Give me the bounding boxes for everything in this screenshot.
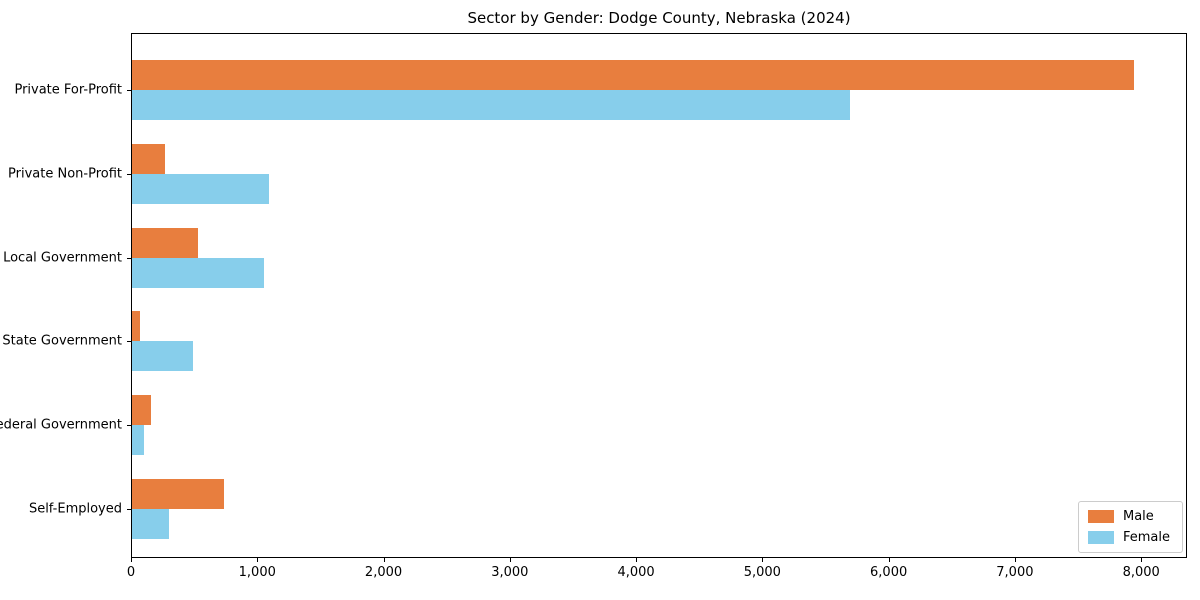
bar-female — [132, 257, 264, 288]
x-tick-label: 6,000 — [870, 565, 908, 580]
bar-pair — [132, 227, 1186, 288]
x-tick-label: 2,000 — [364, 565, 403, 580]
y-tick-label: Private For-Profit — [14, 82, 122, 98]
legend-swatch-male — [1087, 510, 1114, 523]
legend-entry-female: Female — [1087, 530, 1170, 545]
bar-female — [132, 89, 850, 120]
x-tick-label: 1,000 — [238, 565, 276, 580]
x-tick-mark — [257, 558, 259, 562]
x-tick-mark — [131, 558, 132, 562]
y-tick-mark — [127, 341, 131, 343]
bar-female — [132, 173, 269, 204]
bar-pair — [132, 479, 1186, 540]
bar-pair — [132, 311, 1186, 372]
category-row: Federal Government — [0, 383, 1186, 467]
x-tick-label: 0 — [126, 565, 136, 580]
bar-female — [132, 341, 194, 372]
x-tick-mark — [888, 558, 890, 562]
legend: Male Female — [1077, 501, 1183, 553]
x-tick-mark — [383, 558, 385, 562]
y-tick-mark — [127, 89, 131, 91]
y-tick-mark — [127, 257, 131, 259]
y-tick-label: Local Government — [3, 250, 122, 266]
bar-male — [132, 59, 1135, 90]
legend-swatch-female — [1087, 531, 1114, 544]
y-tick-mark — [127, 173, 131, 175]
bar-rows: Private For-Profit Private Non-Profit Loca… — [0, 48, 1186, 551]
y-tick-label: State Government — [2, 333, 122, 349]
y-tick-mark — [127, 425, 131, 427]
bar-male — [132, 311, 141, 342]
x-tick-label: 4,000 — [617, 565, 655, 580]
bar-pair — [132, 59, 1186, 120]
category-row: State Government — [2, 299, 1186, 383]
x-tick-mark — [509, 558, 511, 562]
bar-female — [132, 425, 144, 456]
x-tick-mark — [1014, 558, 1016, 562]
category-row: Private Non-Profit — [8, 132, 1186, 216]
bar-male — [132, 143, 165, 174]
category-row: Self-Employed — [29, 467, 1186, 551]
category-row: Local Government — [3, 216, 1186, 300]
y-tick-mark — [127, 509, 131, 511]
bar-pair — [132, 395, 1186, 456]
x-tick-label: 3,000 — [491, 565, 529, 580]
y-tick-label: Federal Government — [0, 417, 122, 433]
x-tick-label: 8,000 — [1122, 565, 1160, 580]
x-tick-mark — [1141, 558, 1143, 562]
bar-female — [132, 509, 170, 540]
y-tick-label: Private Non-Profit — [8, 166, 122, 182]
bar-male — [132, 479, 225, 510]
y-tick-label: Self-Employed — [28, 501, 122, 517]
category-row: Private For-Profit — [14, 48, 1186, 132]
x-tick-label: 5,000 — [743, 565, 781, 580]
bar-male — [132, 227, 198, 258]
legend-label-male: Male — [1122, 509, 1154, 524]
legend-label-female: Female — [1122, 530, 1170, 545]
bar-pair — [132, 143, 1186, 204]
x-tick-mark — [636, 558, 638, 562]
plot-area: Private For-Profit Private Non-Profit Loca… — [0, 33, 1187, 558]
chart-title: Sector by Gender: Dodge County, Nebraska… — [467, 9, 851, 27]
x-tick-mark — [762, 558, 764, 562]
bar-male — [132, 395, 151, 426]
x-tick-label: 7,000 — [996, 565, 1034, 580]
legend-entry-male: Male — [1087, 509, 1170, 524]
